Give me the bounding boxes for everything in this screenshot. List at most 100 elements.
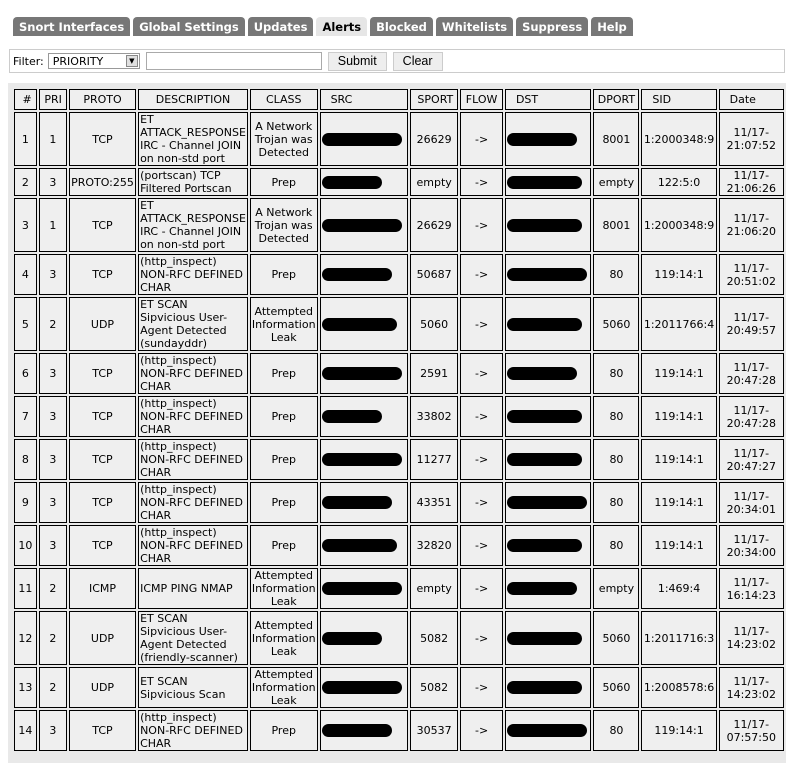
cell-dst: [504, 168, 592, 196]
cell-class: Prep: [249, 254, 318, 295]
cell-pri: 3: [38, 710, 67, 751]
redacted-ip-mark: [506, 317, 582, 331]
cell-dst: [504, 568, 592, 609]
cell-date: 11/17-14:23:02: [718, 667, 784, 708]
table-row: 11 2 ICMP ICMP PING NMAP Attempted Informati…: [14, 568, 784, 609]
redacted-ip-mark: [506, 724, 587, 738]
cell-description: ET ATTACK_RESPONSE IRC - Channel JOIN on…: [138, 112, 248, 166]
cell-src: [319, 611, 408, 665]
cell-dst: [504, 112, 592, 166]
chevron-down-icon[interactable]: ▼: [125, 55, 138, 67]
cell-src: [319, 353, 408, 394]
cell-src: [319, 168, 408, 196]
redacted-ip-mark: [506, 582, 577, 596]
cell-dport: empty: [593, 168, 640, 196]
tab-snort-interfaces[interactable]: Snort Interfaces: [13, 17, 131, 36]
cell-src: [319, 710, 408, 751]
cell-dst: [504, 353, 592, 394]
alerts-table: # PRI PROTO DESCRIPTION CLASS SRC SPORT FLOW DST…: [12, 87, 786, 753]
cell-flow: ->: [460, 439, 503, 480]
cell-proto: UDP: [68, 611, 137, 665]
cell-dport: 8001: [593, 112, 640, 166]
redacted-ip-mark: [321, 496, 392, 510]
column-header-dport[interactable]: DPORT: [593, 89, 640, 110]
cell-pri: 1: [38, 198, 67, 252]
cell-proto: PROTO:255: [68, 168, 137, 196]
cell-description: (portscan) TCP Filtered Portscan: [138, 168, 248, 196]
cell-description: ICMP PING NMAP: [138, 568, 248, 609]
cell-src: [319, 525, 408, 566]
clear-button[interactable]: Clear: [392, 51, 443, 71]
cell-sport: 26629: [410, 112, 459, 166]
cell-flow: ->: [460, 297, 503, 351]
redacted-ip-mark: [506, 453, 582, 467]
cell-flow: ->: [460, 525, 503, 566]
column-header-flow[interactable]: FLOW: [460, 89, 503, 110]
filter-input[interactable]: [145, 52, 322, 70]
cell-flow: ->: [460, 396, 503, 437]
cell-date: 11/17-20:47:28: [718, 353, 784, 394]
column-header-pri[interactable]: PRI: [38, 89, 67, 110]
table-row: 5 2 UDP ET SCAN Sipvicious User-Agent Detec…: [14, 297, 784, 351]
column-header-proto[interactable]: PROTO: [68, 89, 137, 110]
column-header-description[interactable]: DESCRIPTION: [138, 89, 248, 110]
filter-bar: Filter: PRIORITY ▼ Submit Clear: [9, 49, 785, 73]
cell-description: (http_inspect) NON-RFC DEFINED CHAR: [138, 710, 248, 751]
cell-number: 7: [14, 396, 37, 437]
cell-pri: 3: [38, 482, 67, 523]
submit-button[interactable]: Submit: [327, 51, 387, 71]
redacted-ip-mark: [321, 453, 402, 467]
redacted-ip-mark: [506, 218, 582, 232]
cell-sport: 43351: [410, 482, 459, 523]
column-header-dst[interactable]: DST: [504, 89, 592, 110]
column-header-sid[interactable]: SID: [641, 89, 717, 110]
table-row: 2 3 PROTO:255 (portscan) TCP Filtered Ports…: [14, 168, 784, 196]
tab-alerts[interactable]: Alerts: [316, 17, 368, 36]
cell-flow: ->: [460, 254, 503, 295]
cell-class: Prep: [249, 439, 318, 480]
filter-label: Filter:: [13, 54, 44, 68]
cell-dport: 80: [593, 254, 640, 295]
cell-sport: 33802: [410, 396, 459, 437]
cell-dport: 8001: [593, 198, 640, 252]
column-header-number[interactable]: #: [14, 89, 37, 110]
tab-help[interactable]: Help: [591, 17, 633, 36]
cell-description: (http_inspect) NON-RFC DEFINED CHAR: [138, 439, 248, 480]
tab-updates[interactable]: Updates: [247, 17, 314, 36]
cell-number: 9: [14, 482, 37, 523]
cell-sid: 1:469:4: [641, 568, 717, 609]
cell-sid: 1:2011766:4: [641, 297, 717, 351]
redacted-ip-mark: [506, 681, 582, 695]
filter-field-select[interactable]: PRIORITY ▼: [47, 53, 140, 69]
column-header-class[interactable]: CLASS: [249, 89, 318, 110]
table-row: 10 3 TCP (http_inspect) NON-RFC DEFINED CHA…: [14, 525, 784, 566]
tab-blocked[interactable]: Blocked: [370, 17, 433, 36]
column-header-src[interactable]: SRC: [319, 89, 408, 110]
column-header-sport[interactable]: SPORT: [410, 89, 459, 110]
redacted-ip-mark: [506, 367, 577, 381]
table-row: 14 3 TCP (http_inspect) NON-RFC DEFINED CHA…: [14, 710, 784, 751]
cell-dst: [504, 667, 592, 708]
cell-class: A Network Trojan was Detected: [249, 198, 318, 252]
redacted-ip-mark: [506, 268, 587, 282]
cell-pri: 3: [38, 168, 67, 196]
cell-sid: 119:14:1: [641, 254, 717, 295]
cell-dst: [504, 482, 592, 523]
column-header-date[interactable]: Date: [718, 89, 784, 110]
cell-dport: empty: [593, 568, 640, 609]
cell-number: 1: [14, 112, 37, 166]
tab-global-settings[interactable]: Global Settings: [133, 17, 245, 36]
cell-src: [319, 568, 408, 609]
cell-sport: 5060: [410, 297, 459, 351]
cell-dst: [504, 611, 592, 665]
cell-date: 11/17-20:34:01: [718, 482, 784, 523]
cell-sid: 1:2000348:9: [641, 112, 717, 166]
cell-flow: ->: [460, 353, 503, 394]
cell-src: [319, 297, 408, 351]
tab-whitelists[interactable]: Whitelists: [435, 17, 514, 36]
cell-pri: 2: [38, 667, 67, 708]
cell-number: 8: [14, 439, 37, 480]
cell-sport: 26629: [410, 198, 459, 252]
tab-suppress[interactable]: Suppress: [516, 17, 589, 36]
cell-sport: 32820: [410, 525, 459, 566]
